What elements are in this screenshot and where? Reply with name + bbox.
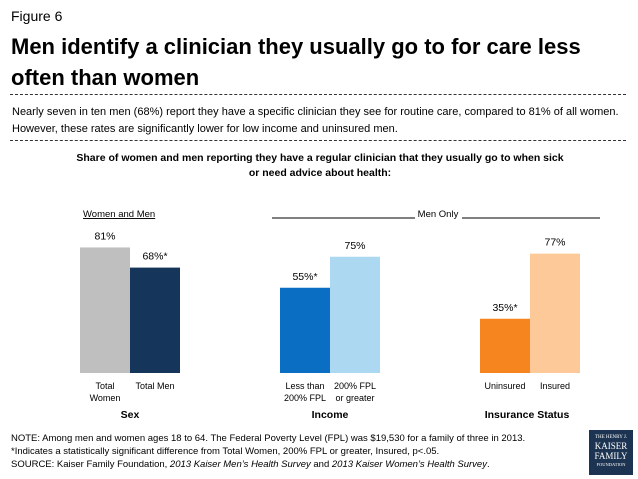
top-divider — [10, 94, 626, 95]
category-label-1: Total Men — [135, 381, 174, 391]
source-and: and — [310, 459, 332, 470]
note-line: NOTE: Among men and women ages 18 to 64.… — [11, 433, 526, 444]
logo-line-4: FOUNDATION — [596, 462, 626, 467]
bar-2 — [280, 287, 330, 373]
panel-header-women-and-men: Women and Men — [83, 209, 155, 220]
category-label-5: Insured — [540, 381, 570, 391]
source-men-survey: 2013 Kaiser Men’s Health Survey — [169, 459, 311, 470]
bar-chart: Women and Men Men Only 81% Total Women 68%* To… — [80, 209, 600, 421]
bar-value-label-3: 75% — [344, 240, 365, 252]
chart-subtitle-line2: or need advice about health: — [248, 167, 392, 179]
source-prefix: SOURCE: Kaiser Family Foundation, — [11, 459, 170, 470]
logo-line-1: THE HENRY J. — [594, 435, 628, 440]
bar-value-label-2: 55%* — [292, 271, 317, 283]
figure-label: Figure 6 — [11, 8, 63, 24]
group-label-2: Insurance Status — [485, 409, 570, 421]
bar-value-label-1: 68%* — [142, 251, 167, 263]
source-line: SOURCE: Kaiser Family Foundation, 2013 K… — [11, 458, 581, 471]
category-label-4: Uninsured — [484, 381, 525, 391]
bar-3 — [330, 256, 380, 373]
logo-line-2: KAISER — [594, 441, 628, 451]
bar-value-label-4: 35%* — [492, 302, 517, 314]
category-label-3: 200% FPL — [334, 381, 376, 391]
bar-4 — [480, 318, 530, 373]
group-label-0: Sex — [121, 409, 140, 421]
category-label-0: Total — [95, 381, 114, 391]
bar-0 — [80, 247, 130, 373]
category-label-2: Less than — [285, 381, 324, 391]
chart-subtitle-line1: Share of women and men reporting they ha… — [76, 152, 564, 164]
category-label-0: Women — [90, 393, 121, 403]
significance-note: *Indicates a statistically significant d… — [11, 446, 440, 457]
page-title: Men identify a clinician they usually go… — [11, 34, 581, 90]
source-women-survey: 2013 Kaiser Women’s Health Survey — [331, 459, 487, 470]
panel-header-men-only: Men Only — [418, 209, 459, 220]
group-label-1: Income — [312, 409, 349, 421]
source-end: . — [486, 459, 490, 470]
logo-line-3: FAMILY — [594, 451, 628, 461]
category-label-2: 200% FPL — [284, 393, 326, 403]
bar-value-label-5: 77% — [544, 237, 565, 249]
summary-text: Nearly seven in ten men (68%) report the… — [12, 106, 619, 135]
kff-logo: THE HENRY J. KAISER FAMILY FOUNDATION — [589, 430, 633, 475]
category-label-3: or greater — [335, 393, 374, 403]
bar-1 — [130, 267, 180, 373]
bottom-divider — [10, 140, 626, 141]
chart-subtitle: Share of women and men reporting they ha… — [60, 151, 580, 181]
bar-value-label-0: 81% — [94, 230, 115, 242]
notes-block: NOTE: Among men and women ages 18 to 64.… — [11, 432, 581, 471]
bar-5 — [530, 253, 580, 373]
